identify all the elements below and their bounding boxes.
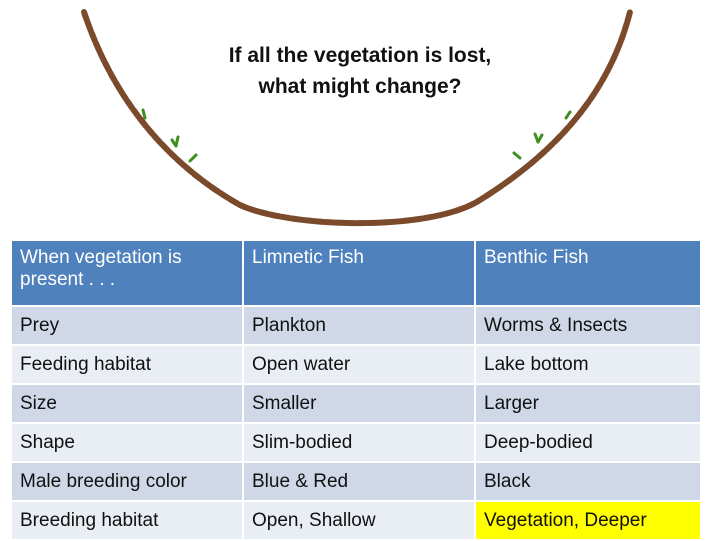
table-row-size: Size Smaller Larger (12, 385, 700, 422)
benthic-value: Worms & Insects (476, 307, 700, 344)
title-line-1: If all the vegetation is lost, (228, 44, 492, 67)
row-label: Prey (12, 307, 242, 344)
comparison-table: When vegetation is present . . . Limneti… (10, 239, 702, 541)
benthic-value: Lake bottom (476, 346, 700, 383)
plant-icon (141, 108, 572, 163)
table-header-row: When vegetation is present . . . Limneti… (12, 241, 700, 305)
benthic-value: Deep-bodied (476, 424, 700, 461)
table-row-shape: Shape Slim-bodied Deep-bodied (12, 424, 700, 461)
row-label: Breeding habitat (12, 502, 242, 539)
benthic-value: Larger (476, 385, 700, 422)
lake-basin-outline (81, 9, 633, 227)
benthic-value: Black (476, 463, 700, 500)
limnetic-value: Blue & Red (244, 463, 474, 500)
limnetic-value: Smaller (244, 385, 474, 422)
header-benthic: Benthic Fish (476, 241, 700, 305)
title-line-2: what might change? (258, 75, 462, 98)
limnetic-value: Plankton (244, 307, 474, 344)
row-label: Male breeding color (12, 463, 242, 500)
header-condition: When vegetation is present . . . (12, 241, 242, 305)
row-label: Feeding habitat (12, 346, 242, 383)
benthic-value-highlighted: Vegetation, Deeper (476, 502, 700, 539)
slide-title: If all the vegetation is lost, what migh… (150, 40, 570, 102)
table-row-male-breeding-color: Male breeding color Blue & Red Black (12, 463, 700, 500)
table-row-prey: Prey Plankton Worms & Insects (12, 307, 700, 344)
header-limnetic: Limnetic Fish (244, 241, 474, 305)
table-row-feeding-habitat: Feeding habitat Open water Lake bottom (12, 346, 700, 383)
limnetic-value: Open water (244, 346, 474, 383)
lake-illustration (81, 9, 633, 227)
table-row-breeding-habitat: Breeding habitat Open, Shallow Vegetatio… (12, 502, 700, 539)
limnetic-value: Slim-bodied (244, 424, 474, 461)
limnetic-value: Open, Shallow (244, 502, 474, 539)
row-label: Shape (12, 424, 242, 461)
row-label: Size (12, 385, 242, 422)
